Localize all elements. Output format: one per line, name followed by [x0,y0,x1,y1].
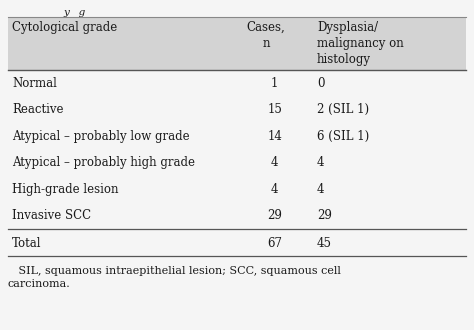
Text: Invasive SCC: Invasive SCC [12,209,91,222]
Bar [8,17,466,70]
Text: 4: 4 [271,183,279,196]
Text: 2 (SIL 1): 2 (SIL 1) [317,103,369,116]
Text: 1: 1 [271,77,278,90]
Text: Atypical – probably high grade: Atypical – probably high grade [12,156,195,169]
Text: 0: 0 [317,77,325,90]
Text: Reactive: Reactive [12,103,64,116]
Text: 14: 14 [267,130,282,143]
Text: SIL, squamous intraepithelial lesion; SCC, squamous cell
carcinoma.: SIL, squamous intraepithelial lesion; SC… [8,266,341,289]
Text: 4: 4 [271,156,279,169]
Text: 6 (SIL 1): 6 (SIL 1) [317,130,369,143]
Text: 4: 4 [317,183,325,196]
Text: 67: 67 [267,237,282,250]
Text: Cytological grade: Cytological grade [12,21,117,34]
Text: y   g: y g [63,8,85,17]
Text: 15: 15 [267,103,282,116]
Text: 4: 4 [317,156,325,169]
Text: Atypical – probably low grade: Atypical – probably low grade [12,130,190,143]
Text: Cases,
n: Cases, n [247,21,286,50]
Text: 45: 45 [317,237,332,250]
Text: Normal: Normal [12,77,57,90]
Text: Dysplasia/
malignancy on
histology: Dysplasia/ malignancy on histology [317,21,404,66]
Text: 29: 29 [317,209,332,222]
Text: High-grade lesion: High-grade lesion [12,183,118,196]
Text: 29: 29 [267,209,282,222]
Text: Total: Total [12,237,42,250]
